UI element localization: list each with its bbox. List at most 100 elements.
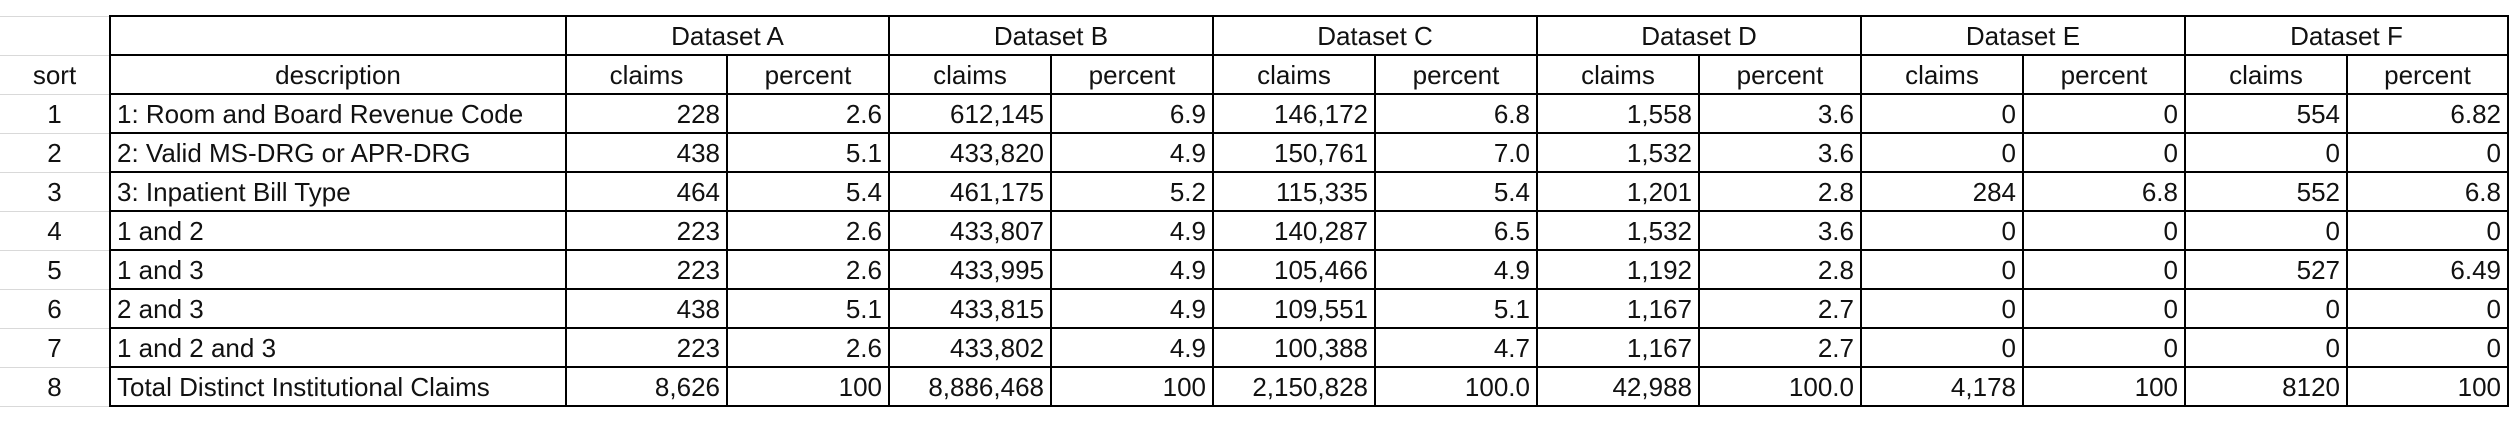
percent-header[interactable]: percent (2346, 54, 2509, 95)
claims-cell[interactable]: 612,145 (888, 93, 1052, 134)
percent-cell[interactable]: 3.6 (1698, 210, 1862, 251)
dataset-header[interactable]: Dataset B (888, 15, 1214, 56)
percent-cell[interactable]: 0 (2022, 288, 2186, 329)
dataset-header[interactable]: Dataset F (2184, 15, 2509, 56)
claims-cell[interactable]: 284 (1860, 171, 2024, 212)
percent-cell[interactable]: 0 (2346, 132, 2509, 173)
sort-cell[interactable]: 4 (0, 210, 111, 251)
percent-cell[interactable]: 2.8 (1698, 249, 1862, 290)
claims-cell[interactable]: 105,466 (1212, 249, 1376, 290)
percent-cell[interactable]: 3.6 (1698, 93, 1862, 134)
percent-cell[interactable]: 4.9 (1050, 249, 1214, 290)
percent-cell[interactable]: 4.9 (1374, 249, 1538, 290)
claims-cell[interactable]: 1,532 (1536, 210, 1700, 251)
percent-cell[interactable]: 100 (726, 366, 890, 407)
percent-cell[interactable]: 2.8 (1698, 171, 1862, 212)
claims-cell[interactable]: 433,995 (888, 249, 1052, 290)
percent-cell[interactable]: 6.8 (2346, 171, 2509, 212)
sort-cell[interactable]: 1 (0, 93, 111, 134)
percent-cell[interactable]: 6.8 (1374, 93, 1538, 134)
claims-cell[interactable]: 438 (565, 132, 728, 173)
percent-cell[interactable]: 4.7 (1374, 327, 1538, 368)
percent-header[interactable]: percent (726, 54, 890, 95)
claims-cell[interactable]: 0 (1860, 249, 2024, 290)
claims-header[interactable]: claims (1212, 54, 1376, 95)
percent-cell[interactable]: 2.6 (726, 327, 890, 368)
claims-cell[interactable]: 1,192 (1536, 249, 1700, 290)
percent-cell[interactable]: 0 (2346, 327, 2509, 368)
claims-cell[interactable]: 146,172 (1212, 93, 1376, 134)
claims-cell[interactable]: 1,167 (1536, 288, 1700, 329)
percent-cell[interactable]: 4.9 (1050, 288, 1214, 329)
claims-cell[interactable]: 0 (2184, 132, 2348, 173)
claims-cell[interactable]: 150,761 (1212, 132, 1376, 173)
claims-cell[interactable]: 1,558 (1536, 93, 1700, 134)
claims-cell[interactable]: 554 (2184, 93, 2348, 134)
percent-header[interactable]: percent (1698, 54, 1862, 95)
claims-cell[interactable]: 223 (565, 249, 728, 290)
claims-cell[interactable]: 42,988 (1536, 366, 1700, 407)
claims-cell[interactable]: 0 (2184, 210, 2348, 251)
claims-cell[interactable]: 109,551 (1212, 288, 1376, 329)
sort-cell[interactable]: 5 (0, 249, 111, 290)
claims-cell[interactable]: 1,201 (1536, 171, 1700, 212)
description-cell[interactable]: 1 and 2 and 3 (109, 327, 567, 368)
claims-header[interactable]: claims (2184, 54, 2348, 95)
claims-header[interactable]: claims (1860, 54, 2024, 95)
percent-cell[interactable]: 4.9 (1050, 132, 1214, 173)
percent-header[interactable]: percent (1050, 54, 1214, 95)
percent-cell[interactable]: 2.6 (726, 249, 890, 290)
claims-cell[interactable]: 527 (2184, 249, 2348, 290)
percent-cell[interactable]: 6.5 (1374, 210, 1538, 251)
percent-cell[interactable]: 4.9 (1050, 327, 1214, 368)
percent-cell[interactable]: 100 (2022, 366, 2186, 407)
sort-cell[interactable]: 8 (0, 366, 111, 407)
percent-cell[interactable]: 100.0 (1698, 366, 1862, 407)
description-cell[interactable]: 3: Inpatient Bill Type (109, 171, 567, 212)
percent-cell[interactable]: 0 (2346, 288, 2509, 329)
claims-cell[interactable]: 1,532 (1536, 132, 1700, 173)
description-cell[interactable]: 1 and 2 (109, 210, 567, 251)
claims-cell[interactable]: 115,335 (1212, 171, 1376, 212)
percent-cell[interactable]: 0 (2022, 132, 2186, 173)
sort-cell[interactable]: 6 (0, 288, 111, 329)
claims-cell[interactable]: 8,886,468 (888, 366, 1052, 407)
percent-cell[interactable]: 0 (2022, 210, 2186, 251)
percent-cell[interactable]: 0 (2022, 327, 2186, 368)
claims-cell[interactable]: 8,626 (565, 366, 728, 407)
claims-cell[interactable]: 140,287 (1212, 210, 1376, 251)
claims-cell[interactable]: 1,167 (1536, 327, 1700, 368)
claims-cell[interactable]: 552 (2184, 171, 2348, 212)
claims-cell[interactable]: 461,175 (888, 171, 1052, 212)
claims-cell[interactable]: 0 (1860, 210, 2024, 251)
percent-cell[interactable]: 7.0 (1374, 132, 1538, 173)
percent-cell[interactable]: 6.9 (1050, 93, 1214, 134)
percent-cell[interactable]: 3.6 (1698, 132, 1862, 173)
claims-cell[interactable]: 228 (565, 93, 728, 134)
percent-cell[interactable]: 0 (2022, 93, 2186, 134)
percent-cell[interactable]: 5.1 (726, 132, 890, 173)
sort-cell[interactable]: 2 (0, 132, 111, 173)
empty-cell[interactable] (0, 15, 111, 56)
claims-cell[interactable]: 433,802 (888, 327, 1052, 368)
claims-cell[interactable]: 4,178 (1860, 366, 2024, 407)
claims-cell[interactable]: 433,807 (888, 210, 1052, 251)
percent-cell[interactable]: 2.6 (726, 210, 890, 251)
description-cell[interactable]: 1 and 3 (109, 249, 567, 290)
description-cell[interactable]: 1: Room and Board Revenue Code (109, 93, 567, 134)
claims-cell[interactable]: 0 (1860, 327, 2024, 368)
description-cell[interactable]: Total Distinct Institutional Claims (109, 366, 567, 407)
percent-cell[interactable]: 6.82 (2346, 93, 2509, 134)
percent-cell[interactable]: 4.9 (1050, 210, 1214, 251)
percent-cell[interactable]: 5.1 (1374, 288, 1538, 329)
sort-cell[interactable]: 3 (0, 171, 111, 212)
percent-cell[interactable]: 0 (2022, 249, 2186, 290)
claims-cell[interactable]: 0 (2184, 288, 2348, 329)
percent-cell[interactable]: 5.4 (726, 171, 890, 212)
percent-header[interactable]: percent (2022, 54, 2186, 95)
claims-header[interactable]: claims (565, 54, 728, 95)
claims-cell[interactable]: 438 (565, 288, 728, 329)
claims-cell[interactable]: 0 (1860, 288, 2024, 329)
percent-cell[interactable]: 2.6 (726, 93, 890, 134)
claims-cell[interactable]: 223 (565, 327, 728, 368)
